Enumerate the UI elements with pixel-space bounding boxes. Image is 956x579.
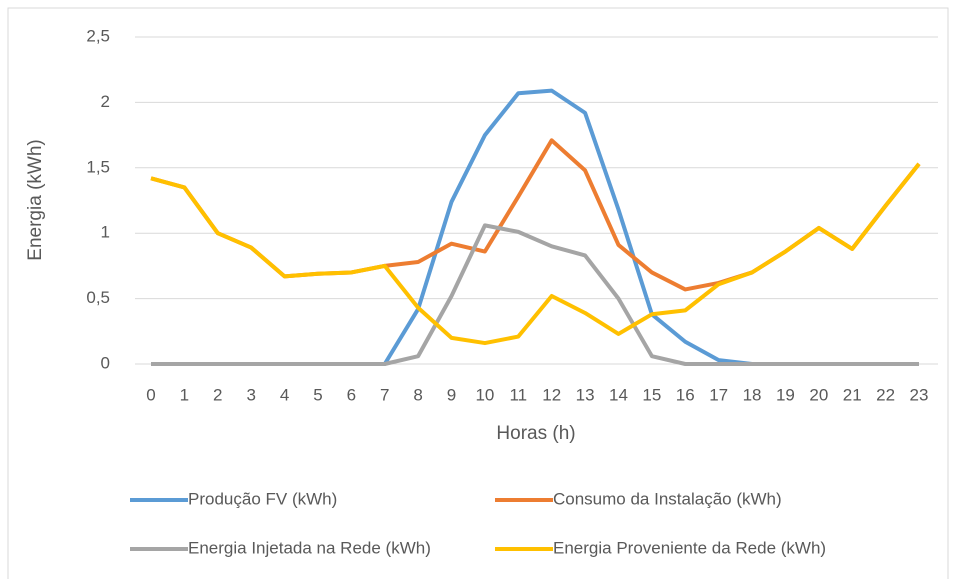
x-tick-label: 0 [146,385,155,404]
x-tick-label: 16 [676,385,695,404]
x-axis-title: Horas (h) [496,423,575,444]
x-tick-label: 10 [475,385,494,404]
x-tick-label: 4 [280,385,289,404]
x-tick-label: 9 [447,385,456,404]
x-tick-label: 23 [910,385,929,404]
y-tick-label: 2 [101,92,110,111]
chart-frame [7,7,949,579]
x-tick-label: 1 [180,385,189,404]
x-tick-label: 2 [213,385,222,404]
y-tick-label: 0 [101,353,110,372]
series-line [150,162,921,346]
x-tick-label: 21 [843,385,862,404]
x-tick-label: 15 [642,385,661,404]
x-tick-label: 3 [246,385,255,404]
x-tick-label: 22 [876,385,895,404]
x-tick-label: 18 [743,385,762,404]
x-tick-label: 14 [609,385,628,404]
y-tick-label: 1,5 [86,157,110,176]
y-tick-label: 2,5 [86,26,110,45]
legend-label: Energia Injetada na Rede (kWh) [188,538,431,557]
x-tick-label: 6 [347,385,356,404]
legend-label: Consumo da Instalação (kWh) [553,489,782,508]
series-line [151,223,919,366]
legend-label: Produção FV (kWh) [188,489,337,508]
x-tick-label: 11 [509,385,527,404]
y-tick-label: 0,5 [86,288,110,307]
x-tick-label: 8 [413,385,422,404]
x-tick-label: 12 [542,385,561,404]
x-tick-label: 13 [576,385,595,404]
x-tick-label: 20 [809,385,828,404]
x-tick-label: 5 [313,385,322,404]
legend-label: Energia Proveniente da Rede (kWh) [553,538,826,557]
x-tick-label: 17 [709,385,728,404]
y-axis-title: Energia (kWh) [25,139,46,260]
x-tick-label: 19 [776,385,795,404]
x-tick-label: 7 [380,385,389,404]
y-tick-label: 1 [101,223,110,242]
